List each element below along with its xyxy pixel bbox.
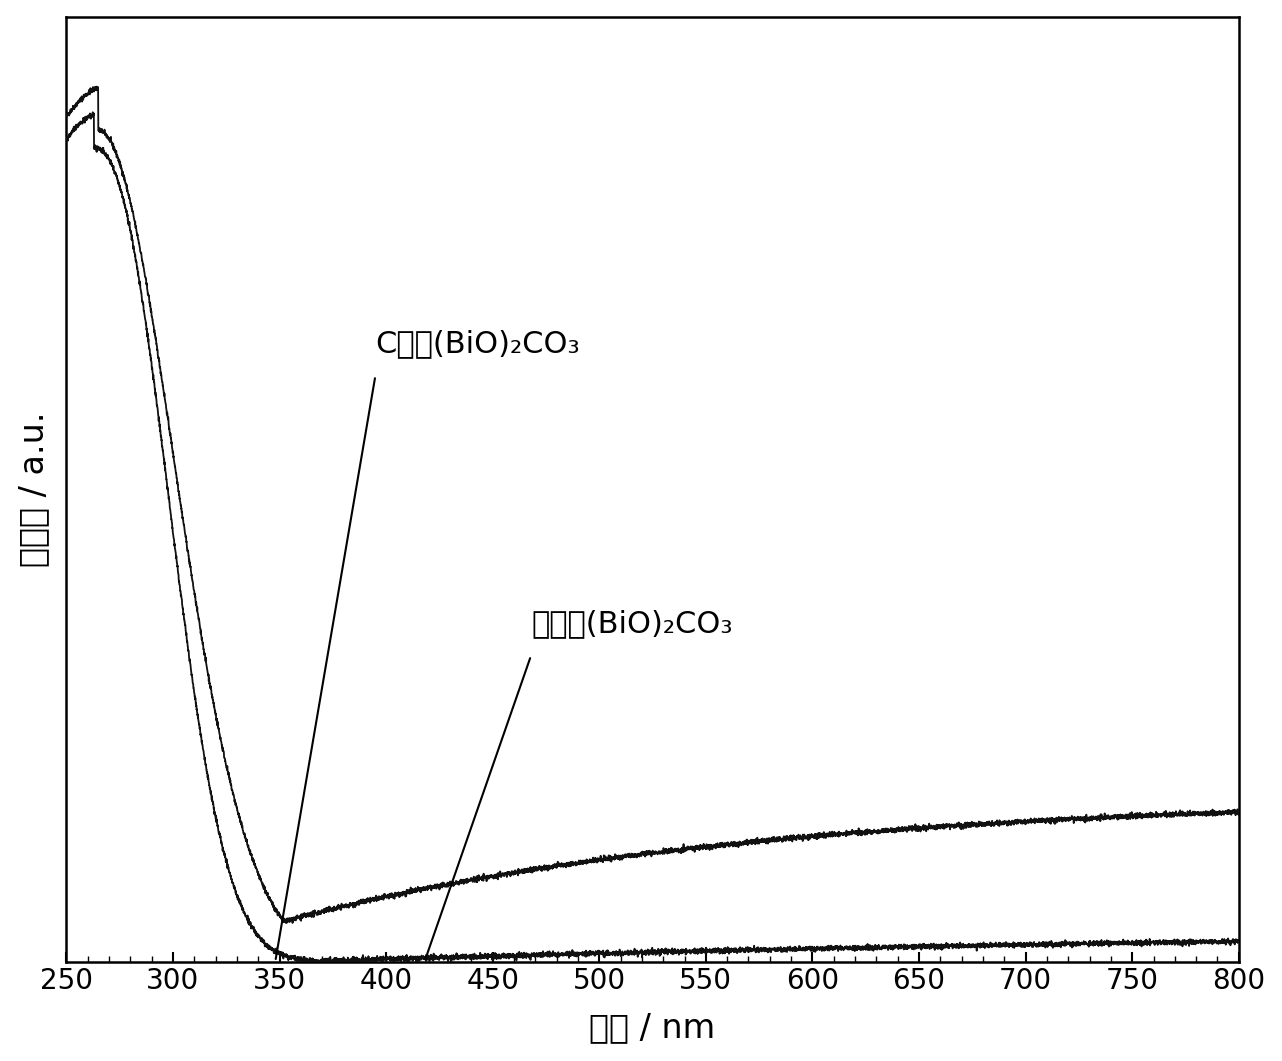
X-axis label: 波长 / nm: 波长 / nm	[590, 1011, 715, 1044]
Text: C掺杂(BiO)₂CO₃: C掺杂(BiO)₂CO₃	[376, 329, 579, 358]
Y-axis label: 吸光度 / a.u.: 吸光度 / a.u.	[17, 412, 50, 567]
Text: 未掺杂(BiO)₂CO₃: 未掺杂(BiO)₂CO₃	[531, 609, 732, 638]
